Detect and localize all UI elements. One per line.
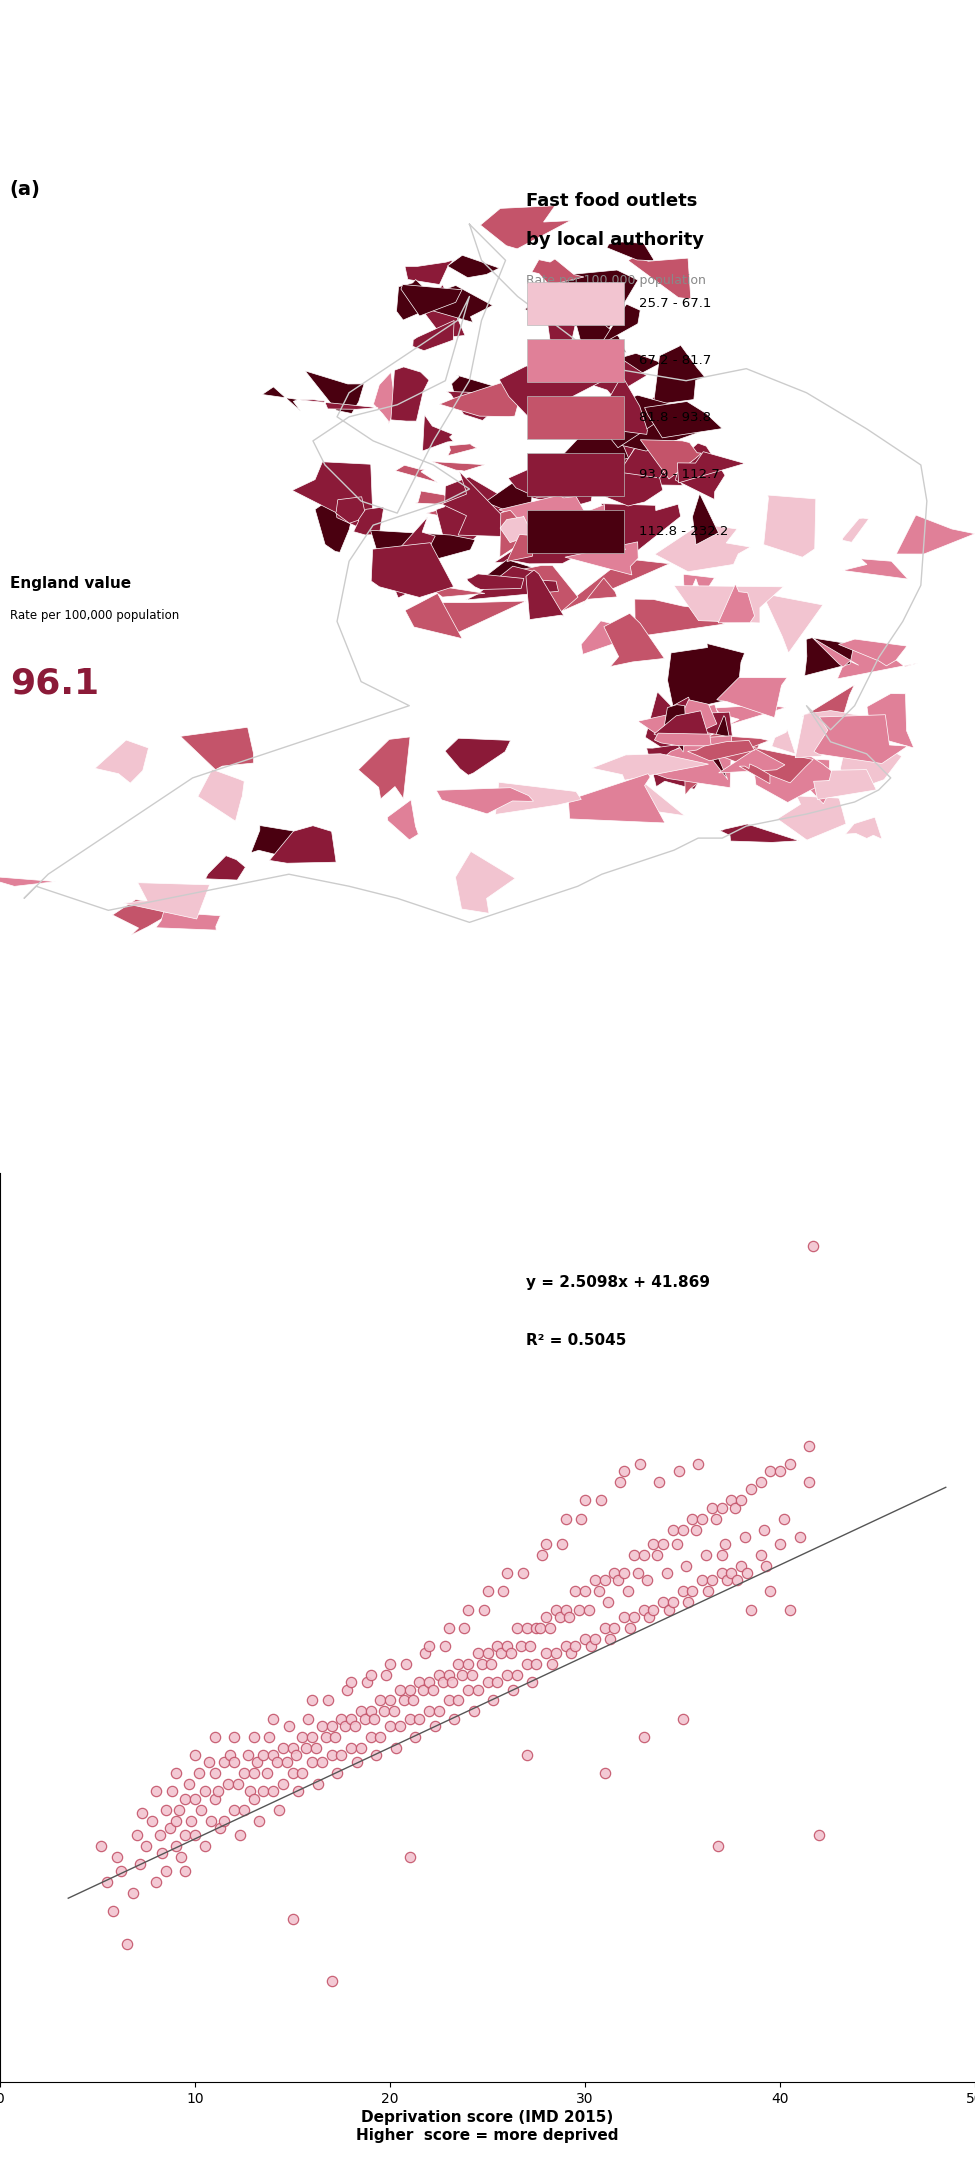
Polygon shape	[598, 304, 641, 350]
Polygon shape	[436, 477, 513, 544]
Point	[519, 1610, 534, 1644]
Polygon shape	[198, 768, 245, 822]
Polygon shape	[269, 827, 336, 863]
Point	[710, 1828, 725, 1862]
Polygon shape	[713, 751, 727, 779]
Point	[435, 1666, 450, 1701]
Polygon shape	[606, 242, 654, 261]
Point	[445, 1666, 460, 1701]
Point	[421, 1694, 437, 1729]
Polygon shape	[359, 736, 410, 798]
Point	[450, 1683, 466, 1718]
Point	[94, 1828, 109, 1862]
Polygon shape	[602, 503, 681, 563]
Point	[148, 1774, 164, 1808]
Point	[528, 1647, 544, 1681]
Point	[372, 1720, 388, 1754]
Polygon shape	[813, 770, 877, 801]
Point	[681, 1584, 696, 1618]
Polygon shape	[641, 440, 702, 479]
Point	[542, 1610, 558, 1644]
Polygon shape	[653, 345, 705, 406]
Point	[294, 1720, 310, 1754]
X-axis label: Deprivation score (IMD 2015)
Higher  score = more deprived: Deprivation score (IMD 2015) Higher scor…	[356, 2111, 619, 2143]
Point	[593, 1483, 608, 1517]
Point	[548, 1636, 564, 1670]
Point	[454, 1657, 470, 1692]
Polygon shape	[422, 414, 453, 451]
Point	[259, 1757, 275, 1791]
Point	[152, 1817, 168, 1852]
Polygon shape	[842, 518, 869, 542]
Point	[489, 1629, 505, 1664]
Point	[349, 1746, 365, 1780]
Point	[544, 1647, 560, 1681]
Polygon shape	[896, 516, 975, 555]
Polygon shape	[495, 781, 581, 814]
Polygon shape	[596, 466, 663, 505]
Polygon shape	[0, 876, 57, 887]
Point	[597, 1757, 612, 1791]
Point	[620, 1573, 636, 1608]
Point	[378, 1657, 394, 1692]
Polygon shape	[398, 285, 492, 322]
Point	[207, 1783, 222, 1817]
Point	[577, 1621, 593, 1655]
Point	[480, 1666, 495, 1701]
Point	[513, 1629, 528, 1664]
Point	[762, 1573, 778, 1608]
Polygon shape	[370, 531, 475, 574]
Point	[369, 1737, 384, 1772]
Point	[304, 1720, 320, 1754]
Point	[571, 1593, 587, 1627]
Point	[671, 1454, 686, 1489]
Polygon shape	[582, 578, 617, 604]
Point	[739, 1556, 755, 1590]
Point	[144, 1804, 160, 1839]
Polygon shape	[335, 496, 366, 522]
Polygon shape	[842, 559, 908, 578]
Polygon shape	[687, 740, 755, 762]
Text: Fast food outlets: Fast food outlets	[526, 192, 698, 209]
Point	[661, 1593, 677, 1627]
Point	[289, 1737, 304, 1772]
Point	[470, 1672, 486, 1707]
Point	[343, 1666, 359, 1701]
Point	[113, 1854, 129, 1888]
Point	[630, 1556, 645, 1590]
Point	[792, 1519, 807, 1554]
Point	[421, 1629, 437, 1664]
Point	[464, 1657, 480, 1692]
Polygon shape	[795, 760, 838, 803]
Point	[636, 1593, 651, 1627]
Point	[723, 1483, 739, 1517]
Point	[499, 1556, 515, 1590]
Polygon shape	[592, 753, 709, 781]
Point	[772, 1528, 788, 1562]
Point	[509, 1657, 525, 1692]
Point	[499, 1629, 515, 1664]
Point	[172, 1793, 187, 1828]
Point	[304, 1683, 320, 1718]
Polygon shape	[692, 494, 719, 544]
Polygon shape	[668, 643, 745, 712]
Point	[552, 1599, 567, 1634]
Point	[372, 1683, 388, 1718]
Polygon shape	[674, 585, 784, 624]
Polygon shape	[739, 764, 770, 783]
Polygon shape	[549, 291, 621, 324]
Polygon shape	[426, 509, 514, 529]
Point	[532, 1610, 548, 1644]
Polygon shape	[508, 464, 558, 496]
Point	[601, 1584, 616, 1618]
Point	[474, 1647, 489, 1681]
Polygon shape	[262, 386, 300, 410]
Text: 93.9 - 112.7: 93.9 - 112.7	[639, 468, 720, 481]
Point	[324, 1709, 339, 1744]
Point	[275, 1767, 291, 1802]
Point	[275, 1731, 291, 1765]
Point	[757, 1513, 772, 1547]
Polygon shape	[763, 494, 816, 557]
Point	[441, 1683, 456, 1718]
Point	[597, 1610, 612, 1644]
